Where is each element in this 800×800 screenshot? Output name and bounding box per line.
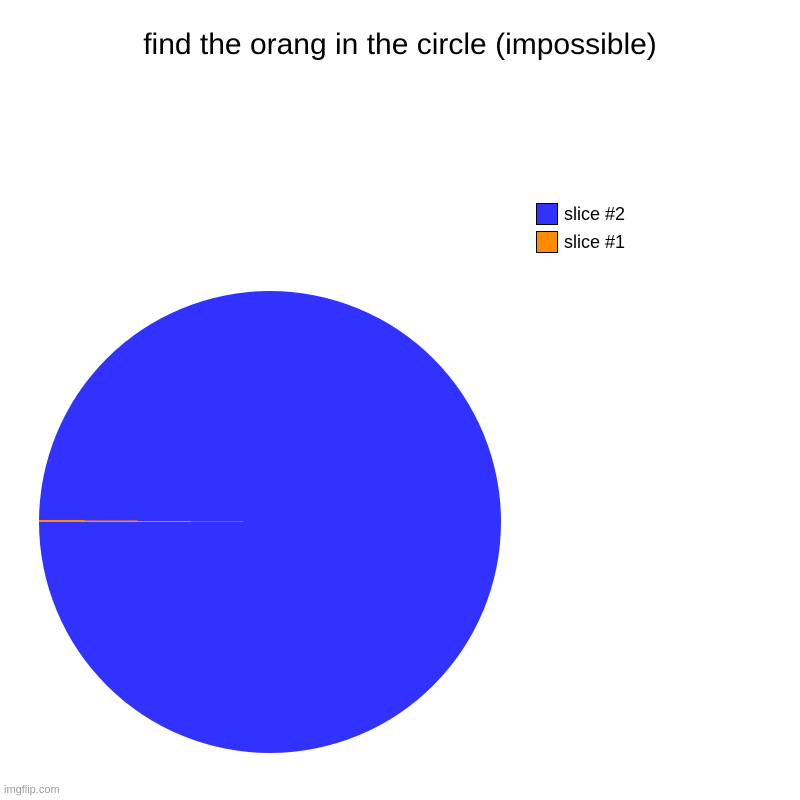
- pie-surface: [39, 291, 501, 753]
- legend-swatch: [536, 203, 558, 225]
- legend-item: slice #1: [536, 228, 625, 256]
- legend-label: slice #2: [564, 204, 625, 225]
- pie-chart: [39, 291, 501, 753]
- chart-legend: slice #2 slice #1: [536, 200, 625, 256]
- chart-title: find the orang in the circle (impossible…: [0, 28, 800, 62]
- legend-swatch: [536, 231, 558, 253]
- legend-label: slice #1: [564, 232, 625, 253]
- watermark-text: imgflip.com: [4, 784, 60, 796]
- legend-item: slice #2: [536, 200, 625, 228]
